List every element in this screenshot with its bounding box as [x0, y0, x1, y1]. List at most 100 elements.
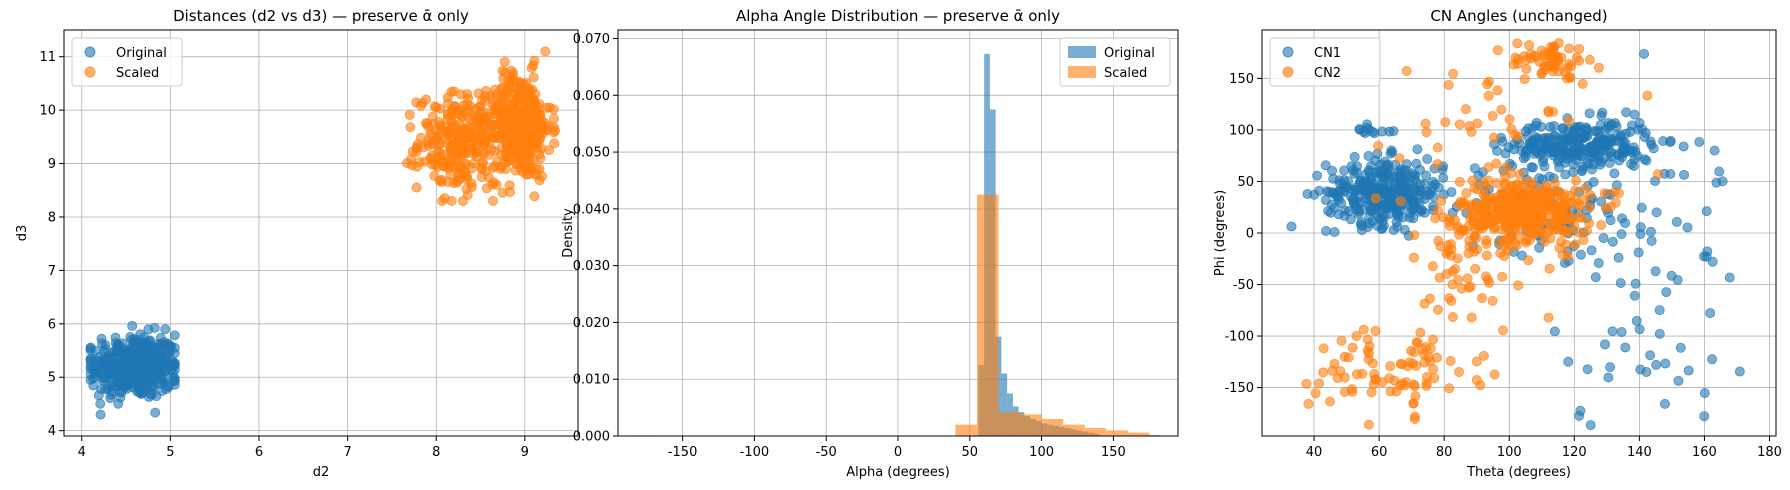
scatter-point — [1705, 308, 1716, 319]
scatter-point — [1407, 358, 1418, 369]
scatter-point — [437, 195, 448, 206]
y-axis-label: Density — [561, 208, 576, 258]
scatter-point — [432, 153, 443, 164]
scatter-point — [462, 190, 473, 201]
y-tick-label: -50 — [1233, 278, 1254, 293]
scatter-point — [1351, 330, 1362, 341]
x-tick-label: 60 — [1371, 445, 1388, 460]
scatter-point — [160, 324, 171, 335]
x-tick-label: 40 — [1306, 445, 1323, 460]
scatter-point — [1469, 246, 1480, 257]
legend-marker — [1282, 66, 1294, 78]
legend-label: Scaled — [1104, 66, 1147, 81]
scatter-point — [1448, 68, 1459, 79]
scatter-point — [1349, 151, 1360, 162]
scatter-point — [1630, 278, 1641, 289]
scatter-point — [1699, 411, 1710, 422]
scatter-point — [1394, 153, 1405, 164]
y-tick-label: -100 — [1224, 330, 1254, 345]
scatter-point — [1432, 304, 1443, 315]
chart-title: Distances (d2 vs d3) — preserve ᾱ only — [173, 7, 469, 25]
scatter-point — [540, 46, 551, 57]
scatter-point — [1665, 135, 1676, 146]
scatter-point — [507, 137, 518, 148]
scatter-point — [1621, 107, 1632, 118]
scatter-point — [1582, 157, 1593, 168]
scatter-point — [1504, 114, 1515, 125]
histogram-bar — [1149, 434, 1160, 436]
series-scaled — [402, 46, 561, 206]
scatter-point — [99, 373, 110, 384]
scatter-point — [1540, 136, 1551, 147]
scatter-point — [404, 109, 415, 120]
scatter-point — [1470, 263, 1481, 274]
scatter-point — [1654, 328, 1665, 339]
scatter-point — [152, 346, 163, 357]
scatter-point — [485, 91, 496, 102]
scatter-point — [519, 136, 530, 147]
scatter-point — [1481, 238, 1492, 249]
scatter-point — [1438, 212, 1449, 223]
scatter-point — [411, 182, 422, 193]
scatter-point — [1593, 62, 1604, 73]
scatter-point — [1379, 170, 1390, 181]
y-tick-label: 10 — [39, 104, 56, 119]
scatter-point — [1388, 225, 1399, 236]
scatter-point — [1454, 176, 1465, 187]
scatter-point — [107, 357, 118, 368]
y-axis-label: Phi (degrees) — [1213, 190, 1228, 276]
scatter-point — [1699, 388, 1710, 399]
scatter-point — [1635, 228, 1646, 239]
legend-label: CN2 — [1314, 66, 1341, 81]
scatter-point — [1483, 175, 1494, 186]
scatter-point — [475, 128, 486, 139]
x-axis-label: d2 — [313, 465, 330, 480]
scatter-point — [1447, 279, 1458, 290]
scatter-point — [1286, 221, 1297, 232]
scatter-point — [1447, 266, 1458, 277]
scatter-point — [1734, 366, 1745, 377]
scatter-point — [1409, 381, 1420, 392]
scatter-point — [1377, 377, 1388, 388]
legend: Original Scaled — [71, 37, 183, 87]
scatter-point — [1339, 205, 1350, 216]
scatter-point — [1386, 145, 1397, 156]
scatter-point — [1536, 121, 1547, 132]
scatter-point — [141, 349, 152, 360]
scatter-point — [1428, 334, 1439, 345]
scatter-point — [1479, 199, 1490, 210]
scatter-point — [1539, 161, 1550, 172]
scatter-point — [515, 154, 526, 165]
y-tick-label: 6 — [48, 317, 56, 332]
scatter-point — [1327, 365, 1338, 376]
scatter-point — [1438, 172, 1449, 183]
histogram-bar — [955, 424, 977, 436]
y-tick-label: 11 — [39, 50, 56, 65]
scatter-point — [162, 357, 173, 368]
scatter-point — [1640, 127, 1651, 138]
scatter-point — [1553, 154, 1564, 165]
scatter-point — [108, 379, 119, 390]
scatter-point — [159, 377, 170, 388]
scatter-point — [1466, 126, 1477, 137]
scatter-point — [1714, 166, 1725, 177]
scatter-point — [1348, 193, 1359, 204]
chart-title: Alpha Angle Distribution — preserve ᾱ on… — [736, 7, 1060, 25]
scatter-point — [1386, 181, 1397, 192]
scatter-point — [1514, 223, 1525, 234]
y-tick-label: 0.070 — [573, 32, 610, 47]
series-scaled — [632, 194, 1160, 436]
scatter-point — [1654, 305, 1665, 316]
scatter-point — [445, 153, 456, 164]
scatter-point — [503, 84, 514, 95]
scatter-point — [495, 108, 506, 119]
scatter-point — [1526, 177, 1537, 188]
scatter-point — [1575, 212, 1586, 223]
y-axis-label: d3 — [15, 225, 30, 242]
scatter-point — [1549, 130, 1560, 141]
scatter-point — [1596, 219, 1607, 230]
x-tick-label: 8 — [432, 445, 440, 460]
scatter-point — [1636, 202, 1647, 213]
scatter-point — [1529, 227, 1540, 238]
scatter-point — [1599, 339, 1610, 350]
